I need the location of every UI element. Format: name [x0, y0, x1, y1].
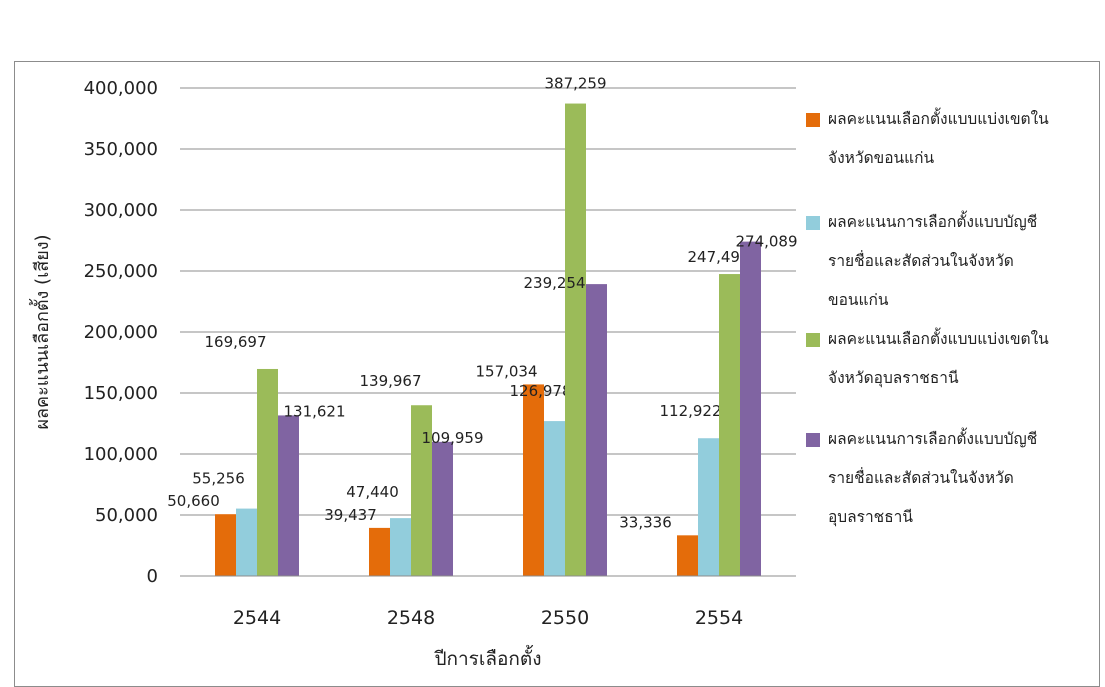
data-label: 169,697 — [204, 333, 266, 351]
bar — [411, 405, 432, 576]
data-label: 139,967 — [359, 372, 421, 390]
x-tick-label: 2548 — [387, 607, 435, 629]
y-tick-label: 300,000 — [84, 200, 158, 221]
legend-label: ขอนแก่น — [828, 291, 889, 309]
legend-item: ผลคะแนนการเลือกตั้งแบบบัญชีรายชื่อและสัด… — [806, 203, 1037, 320]
legend-swatch — [806, 216, 820, 230]
legend-swatch — [806, 333, 820, 347]
bar — [740, 241, 761, 576]
y-tick-label: 250,000 — [84, 261, 158, 282]
bar — [278, 415, 299, 576]
bar — [586, 284, 607, 576]
legend-label: อุบลราชธานี — [828, 508, 913, 526]
chart-frame — [14, 61, 1100, 687]
data-label: 47,440 — [346, 483, 399, 501]
x-tick-label: 2544 — [233, 607, 281, 629]
x-tick-label: 2554 — [695, 607, 743, 629]
legend-label: ผลคะแนนการเลือกตั้งแบบบัญชี — [828, 213, 1038, 231]
x-axis-title: ปีการเลือกตั้ง — [434, 645, 542, 670]
data-label: 247,493 — [687, 248, 749, 266]
legend-label: รายชื่อและสัดส่วนในจังหวัด — [828, 469, 1014, 487]
y-tick-label: 400,000 — [84, 78, 158, 99]
bar — [432, 441, 453, 576]
data-label: 33,336 — [619, 513, 672, 531]
bar — [565, 103, 586, 577]
legend-label: ผลคะแนนเลือกตั้งแบบแบ่งเขตใน — [828, 110, 1049, 128]
data-label: 39,437 — [324, 506, 377, 524]
bar — [544, 421, 565, 576]
y-tick-label: 50,000 — [95, 505, 158, 526]
data-label: 126,978 — [509, 382, 571, 400]
y-tick-label: 0 — [147, 566, 158, 587]
legend-swatch — [806, 113, 820, 127]
y-tick-label: 150,000 — [84, 383, 158, 404]
legend-label: ผลคะแนนการเลือกตั้งแบบบัญชี — [828, 430, 1038, 448]
data-label: 274,089 — [735, 233, 797, 251]
data-label: 112,922 — [659, 402, 721, 420]
bar — [523, 384, 544, 576]
legend-label: จังหวัดอุบลราชธานี — [828, 369, 959, 387]
bar — [390, 518, 411, 576]
data-label: 50,660 — [167, 492, 220, 510]
legend-item: ผลคะแนนเลือกตั้งแบบแบ่งเขตในจังหวัดอุบลร… — [806, 320, 1049, 398]
legend-swatch — [806, 433, 820, 447]
bar — [698, 438, 719, 576]
data-label: 131,621 — [283, 402, 345, 420]
legend-label: รายชื่อและสัดส่วนในจังหวัด — [828, 252, 1014, 270]
y-tick-label: 200,000 — [84, 322, 158, 343]
legend-label: ผลคะแนนเลือกตั้งแบบแบ่งเขตใน — [828, 330, 1049, 348]
legend-item: ผลคะแนนเลือกตั้งแบบแบ่งเขตในจังหวัดขอนแก… — [806, 100, 1049, 178]
data-label: 109,959 — [421, 429, 483, 447]
data-label: 239,254 — [523, 274, 585, 292]
bar — [215, 514, 236, 576]
bar — [257, 368, 278, 576]
legend-item: ผลคะแนนการเลือกตั้งแบบบัญชีรายชื่อและสัด… — [806, 420, 1037, 537]
data-label: 157,034 — [475, 362, 537, 380]
x-tick-label: 2550 — [541, 607, 589, 629]
y-tick-label: 100,000 — [84, 444, 158, 465]
bar — [236, 508, 257, 576]
bar — [719, 274, 740, 576]
bar — [677, 535, 698, 576]
y-tick-label: 350,000 — [84, 139, 158, 160]
data-label: 55,256 — [192, 470, 245, 488]
legend-label: จังหวัดขอนแก่น — [828, 149, 935, 167]
data-label: 387,259 — [544, 75, 606, 93]
bar — [369, 527, 390, 576]
y-axis-title: ผลคะแนนเลือกตั้ง (เสียง) — [29, 234, 53, 429]
